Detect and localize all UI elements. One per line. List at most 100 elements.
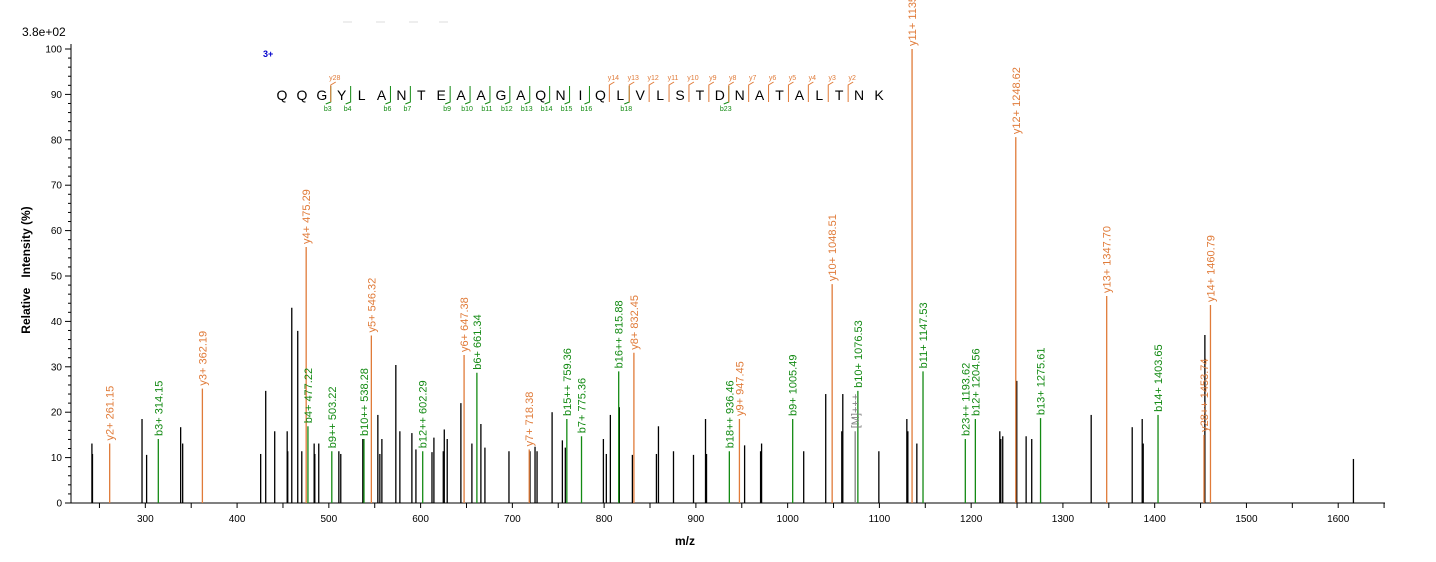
sequence-residue: T [417, 87, 426, 103]
sequence-residue: A [795, 87, 805, 103]
y-ion-bracket [847, 81, 854, 102]
peak-label-y-ion: y10+ 1048.51 [827, 214, 839, 281]
y-ion-mark: y2 [848, 75, 856, 82]
y-ion-mark: y11 [668, 75, 679, 82]
axes: 0 10 20 30 40 50 60 70 80 90 100 300 400 500 600 700 800… [45, 44, 1385, 525]
sequence-residue: G [495, 87, 506, 103]
x-tick-label: 1200 [960, 514, 983, 525]
y-ion-bracket [728, 81, 735, 102]
y-ion-mark: y7 [749, 75, 757, 82]
y-ion-bracket [688, 81, 695, 102]
x-tick-label: 1100 [869, 514, 891, 525]
y-tick-label: 0 [56, 499, 62, 510]
b-ion-mark: b10 [461, 106, 473, 113]
y-ion-mark: y12 [648, 75, 659, 82]
peak-label-b-ion: b12+ 1204.56 [970, 348, 982, 416]
peak-label-b-ion: b12++ 602.29 [418, 380, 430, 448]
peak-label-precursor-ion: [M]+++ [850, 394, 862, 429]
peak-label-y-ion: y3+ 362.19 [197, 331, 209, 386]
peak-label-y-ion: y6+ 647.38 [459, 297, 471, 352]
y-tick-label: 30 [51, 362, 63, 373]
y-tick-label: 70 [51, 181, 63, 192]
x-tick-label: 900 [688, 514, 705, 525]
y-ion-mark: y8 [729, 75, 737, 82]
b-ion-mark: b14 [541, 106, 553, 113]
sequence-residue: S [675, 87, 684, 103]
peak-label-y-ion: y12+ 1248.62 [1011, 67, 1023, 134]
sequence-residue: A [377, 87, 387, 103]
sequence-residue: A [456, 87, 466, 103]
peak-label-b-ion: b18++ 936.46 [724, 380, 736, 448]
peak-label-y-ion: y14+ 1460.79 [1205, 235, 1217, 302]
y-ion-bracket [748, 81, 754, 102]
y-ion-mark: y6 [769, 75, 777, 82]
x-tick-label: 300 [137, 514, 154, 525]
sequence-residue: L [815, 87, 823, 103]
y-tick-label: 40 [51, 317, 63, 328]
y-ion-bracket [628, 81, 635, 102]
x-axis-title: m/z [675, 534, 695, 548]
b-ion-mark: b7 [403, 106, 411, 113]
y-ion-bracket [768, 81, 774, 102]
y-ion-mark: y9 [709, 75, 717, 82]
y-ion-mark: y10 [687, 75, 698, 82]
y-ion-bracket [648, 81, 655, 102]
peak-label-y-ion: y11+ 1135.59 [907, 0, 919, 46]
peak-label-y-ion: y28++ 1453.74 [1199, 358, 1211, 431]
sequence-residue: Q [277, 87, 288, 103]
sequence-residue: Q [535, 87, 546, 103]
b-ion-bracket [385, 86, 391, 105]
peak-label-b-ion: b10++ 538.28 [359, 368, 371, 436]
peak-label-y-ion: y7+ 718.38 [524, 392, 536, 447]
y-ion-bracket [330, 81, 337, 102]
sequence-residue: Q [595, 87, 606, 103]
x-tick-label: 1600 [1327, 514, 1350, 525]
x-tick-label: 1500 [1235, 514, 1258, 525]
sequence-residue: L [616, 87, 624, 103]
b-ion-bracket [444, 86, 451, 105]
b-ion-mark: b13 [521, 106, 533, 113]
b-ion-bracket [564, 86, 571, 105]
sequence-residue: N [556, 87, 566, 103]
peak-label-b-ion: b6+ 661.34 [472, 314, 484, 369]
y-tick-label: 10 [51, 453, 63, 464]
b-ion-mark: b6 [384, 106, 392, 113]
y-tick-label: 90 [51, 90, 63, 101]
sequence-residue: V [636, 87, 646, 103]
sequence-residue: E [437, 87, 446, 103]
peptide-sequence-annotation: 3+Q Q G Y L A N T E A A G A Q N I Q L V L S T D N A T A L T N Kb3 b4 b6 b… [263, 49, 884, 113]
sequence-residue: L [656, 87, 664, 103]
x-tick-label: 600 [412, 514, 429, 525]
b-ion-bracket [524, 86, 531, 105]
y-ion-bracket [608, 81, 615, 102]
charge-state-label: 3+ [263, 49, 273, 59]
b-ion-bracket [584, 86, 590, 105]
y-ion-mark: y4 [809, 75, 817, 82]
b-ion-bracket [484, 86, 491, 105]
b-ion-mark: b18 [620, 106, 632, 113]
peak-label-b-ion: b9++ 503.22 [327, 386, 339, 448]
b-ion-mark: b12 [501, 106, 513, 113]
sequence-residue: L [358, 87, 366, 103]
y-ion-mark: y28 [329, 75, 340, 82]
peak-label-y-ion: y5+ 546.32 [366, 278, 378, 333]
peak-label-b-ion: b4+ 477.22 [303, 368, 315, 423]
peak-label-b-ion: b3+ 314.15 [153, 381, 165, 436]
peak-label-b-ion: b16++ 815.88 [614, 300, 626, 368]
peak-label-b-ion: b9+ 1005.49 [788, 355, 800, 416]
b-ion-bracket [544, 86, 551, 105]
sequence-residue: A [755, 87, 765, 103]
b-ion-bracket [624, 86, 630, 105]
b-ion-mark: b23 [720, 106, 732, 113]
sequence-residue: K [874, 87, 884, 103]
sequence-residue: N [735, 87, 745, 103]
b-ion-mark: b11 [481, 106, 492, 113]
b-ion-mark: b9 [443, 106, 451, 113]
peak-label-y-ion: y13+ 1347.70 [1102, 226, 1114, 293]
sequence-residue: G [316, 87, 327, 103]
peak-label-y-ion: y4+ 475.29 [301, 189, 313, 244]
y-ion-mark: y3 [829, 75, 837, 82]
peak-label-b-ion: b14+ 1403.65 [1153, 344, 1165, 412]
b-ion-bracket [504, 86, 511, 105]
